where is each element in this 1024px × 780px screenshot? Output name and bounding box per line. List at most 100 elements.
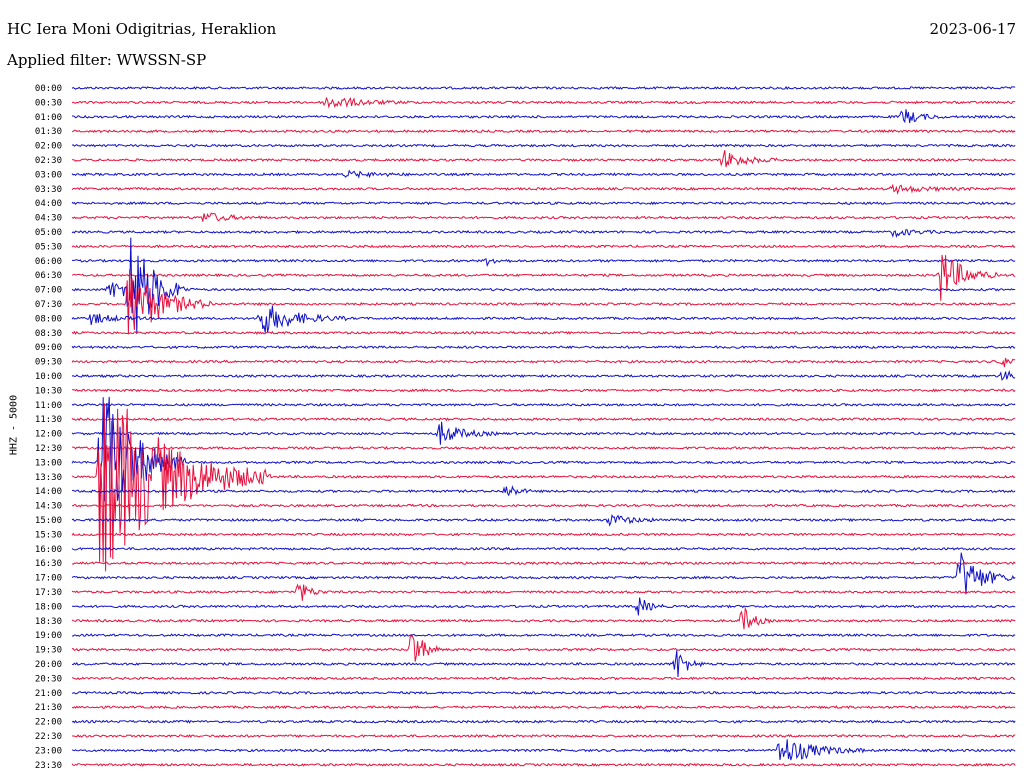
trace-line <box>71 583 1016 601</box>
trace-line <box>71 396 1016 522</box>
trace-line <box>71 96 1016 109</box>
row-tick-label: 06:00 <box>35 257 62 267</box>
row-tick-label: 07:00 <box>35 286 62 296</box>
trace-line <box>71 201 1016 206</box>
row-tick-label: 15:30 <box>35 530 62 540</box>
trace-line <box>72 597 1016 616</box>
row-tick-label: 18:30 <box>35 617 62 627</box>
trace-line <box>71 719 1016 724</box>
trace-line <box>71 269 1016 335</box>
trace-line <box>71 546 1016 551</box>
row-tick-label: 17:00 <box>35 574 62 584</box>
trace-line <box>72 445 1016 451</box>
trace-line <box>71 705 1016 710</box>
trace-line <box>71 183 1016 196</box>
row-tick-label: 21:30 <box>35 703 62 713</box>
trace-line <box>71 85 1016 90</box>
row-tick-label: 22:00 <box>35 718 62 728</box>
trace-line <box>71 345 1016 350</box>
trace-line <box>71 150 1016 168</box>
trace-line <box>71 421 1016 445</box>
trace-line <box>71 485 1016 497</box>
row-tick-label: 14:30 <box>35 502 62 512</box>
trace-line <box>71 503 1016 508</box>
trace-line <box>71 258 1016 267</box>
tick-labels: 00:00 00:30 01:00 01:30 02:00 02:30 03:00 03:30… <box>35 84 62 771</box>
row-tick-label: 12:30 <box>35 444 62 454</box>
row-tick-label: 04:00 <box>35 199 62 209</box>
trace-line <box>71 212 1016 222</box>
trace-line <box>71 254 1016 301</box>
row-tick-label: 23:30 <box>35 761 62 771</box>
row-tick-label: 20:30 <box>35 674 62 684</box>
row-tick-label: 22:30 <box>35 732 62 742</box>
trace-line <box>71 244 1016 249</box>
row-tick-label: 06:30 <box>35 271 62 281</box>
row-tick-label: 10:30 <box>35 386 62 396</box>
row-tick-label: 01:30 <box>35 127 62 137</box>
trace-line <box>72 633 1016 662</box>
row-tick-label: 11:30 <box>35 415 62 425</box>
row-tick-label: 07:30 <box>35 300 62 310</box>
row-tick-label: 02:00 <box>35 142 62 152</box>
row-tick-label: 21:00 <box>35 689 62 699</box>
trace-line <box>71 417 1016 422</box>
trace-line <box>71 305 1016 333</box>
station-title: HC Iera Moni Odigitrias, Heraklion <box>7 20 277 38</box>
row-tick-label: 00:30 <box>35 98 62 108</box>
row-tick-label: 12:00 <box>35 430 62 440</box>
row-tick-label: 00:00 <box>35 84 62 94</box>
trace-line <box>71 606 1016 630</box>
row-tick-label: 13:00 <box>35 458 62 468</box>
row-tick-label: 05:00 <box>35 228 62 238</box>
trace-line <box>71 739 1016 761</box>
row-tick-label: 02:30 <box>35 156 62 166</box>
trace-line <box>71 403 1016 572</box>
trace-line <box>71 690 1016 695</box>
trace-line <box>71 357 1016 368</box>
row-tick-label: 10:00 <box>35 372 62 382</box>
date-label: 2023-06-17 <box>929 20 1016 38</box>
row-tick-label: 20:00 <box>35 660 62 670</box>
row-tick-label: 09:00 <box>35 343 62 353</box>
row-tick-label: 14:00 <box>35 487 62 497</box>
row-tick-label: 04:30 <box>35 214 62 224</box>
trace-line <box>71 514 1016 527</box>
row-tick-label: 03:00 <box>35 170 62 180</box>
row-tick-label: 19:30 <box>35 646 62 656</box>
trace-line <box>71 388 1016 393</box>
trace-line <box>71 633 1016 638</box>
trace-line <box>71 229 1016 238</box>
trace-line <box>71 237 1016 334</box>
trace-line <box>71 169 1016 179</box>
row-tick-label: 17:30 <box>35 588 62 598</box>
row-tick-label: 19:00 <box>35 631 62 641</box>
trace-line <box>71 561 1016 566</box>
row-tick-label: 13:30 <box>35 473 62 483</box>
row-tick-label: 23:00 <box>35 746 62 756</box>
row-tick-label: 11:00 <box>35 401 62 411</box>
row-tick-label: 08:30 <box>35 329 62 339</box>
row-tick-label: 03:30 <box>35 185 62 195</box>
row-tick-label: 16:00 <box>35 545 62 555</box>
trace-line <box>71 402 1016 407</box>
trace-group <box>71 85 1016 767</box>
trace-line <box>71 762 1016 767</box>
trace-line <box>71 129 1016 134</box>
row-tick-label: 18:00 <box>35 602 62 612</box>
row-tick-label: 01:00 <box>35 113 62 123</box>
trace-line <box>71 650 1016 678</box>
filter-label: Applied filter: WWSSN-SP <box>7 51 207 69</box>
trace-line <box>71 330 1016 335</box>
row-tick-label: 08:00 <box>35 314 62 324</box>
trace-line <box>71 143 1016 148</box>
row-tick-label: 05:30 <box>35 242 62 252</box>
trace-line <box>71 734 1016 738</box>
trace-line <box>72 109 1016 124</box>
trace-line <box>71 532 1016 537</box>
trace-line <box>71 552 1016 595</box>
trace-line <box>71 676 1016 681</box>
trace-line <box>71 369 1016 381</box>
row-tick-label: 16:30 <box>35 559 62 569</box>
